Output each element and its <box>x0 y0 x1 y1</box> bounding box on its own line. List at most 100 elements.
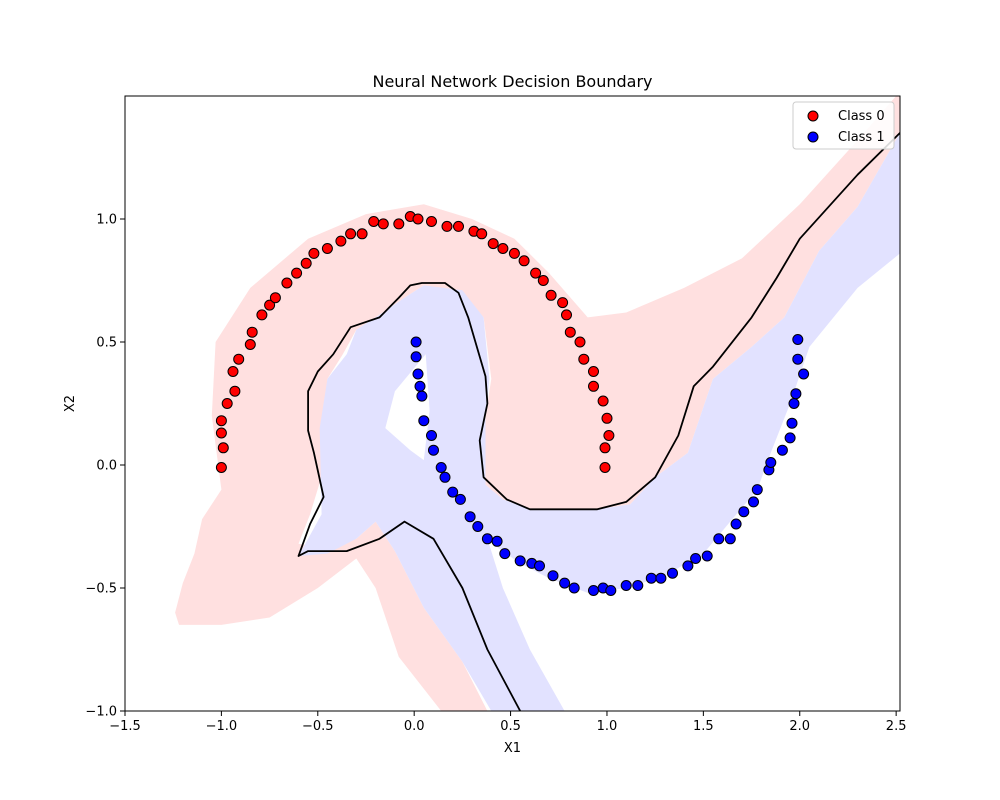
class-0-point <box>233 353 245 365</box>
class-0-point <box>321 243 333 254</box>
class-0-point <box>264 299 276 311</box>
x-tick-label: −0.5 <box>302 719 334 734</box>
class-1-point <box>748 496 759 508</box>
class-1-point <box>784 432 796 444</box>
chart-title: Neural Network Decision Boundary <box>372 72 652 91</box>
class-1-point <box>730 518 742 530</box>
class-1-point <box>514 555 526 567</box>
class-0-point <box>601 412 613 424</box>
class-0-point <box>578 353 590 365</box>
unassigned-region <box>385 354 430 461</box>
class-0-point <box>246 326 258 338</box>
class-0-point <box>497 243 509 254</box>
class-1-point <box>491 535 503 547</box>
class-0-point <box>300 257 312 269</box>
class-0-region <box>175 96 900 711</box>
class-0-point <box>530 267 542 279</box>
class-0-point <box>588 366 599 377</box>
class-1-point <box>798 368 810 380</box>
class-0-point <box>441 220 453 232</box>
class-0-point <box>368 216 380 227</box>
class-1-point <box>499 548 511 560</box>
class-0-point <box>221 398 233 409</box>
class-1-point <box>751 484 763 496</box>
class-1-point <box>534 560 545 572</box>
class-0-point <box>603 430 615 441</box>
y-tick-label: 1.0 <box>96 213 117 228</box>
class-0-point <box>281 277 293 289</box>
points-layer <box>215 211 810 596</box>
class-0-point <box>256 309 268 321</box>
class-1-point <box>632 580 644 591</box>
class-0-point <box>335 235 347 247</box>
class-1-point <box>426 430 437 441</box>
class-1-point <box>547 570 559 582</box>
class-0-point <box>244 339 256 350</box>
class-0-point <box>377 218 389 230</box>
class-1-point <box>765 457 777 468</box>
class-1-point <box>701 550 713 562</box>
class-0-point <box>356 228 368 240</box>
class-0-point <box>476 228 488 240</box>
class-1-point <box>786 417 798 429</box>
class-0-point <box>508 247 520 259</box>
class-0-point <box>588 380 599 392</box>
x-tick-label: 1.5 <box>693 719 714 734</box>
boundary-layer <box>297 132 900 711</box>
x-axis-label: X1 <box>504 741 521 756</box>
class-1-point <box>738 506 750 518</box>
class-0-point <box>518 255 530 267</box>
class-0-point <box>487 238 499 250</box>
class-1-point <box>792 334 804 345</box>
x-tick-label: 0.5 <box>500 719 521 734</box>
class-1-point <box>788 398 800 409</box>
class-1-point <box>559 577 571 589</box>
class-0-point <box>599 462 611 473</box>
class-0-point <box>597 395 609 407</box>
class-0-point <box>426 216 437 227</box>
class-0-point <box>599 442 611 454</box>
class-1-point <box>439 471 451 483</box>
class-0-point <box>545 289 557 301</box>
x-tick-label: 1.0 <box>597 719 618 734</box>
class-0-point <box>412 213 424 225</box>
class-1-point <box>588 585 599 596</box>
y-tick-label: 0.0 <box>96 459 117 474</box>
class-1-point <box>410 351 422 363</box>
class-0-point <box>557 297 569 309</box>
class-1-point <box>418 415 430 427</box>
class-0-point <box>561 309 572 321</box>
class-1-point <box>682 560 694 572</box>
class-1-point <box>464 511 476 523</box>
class-0-point <box>564 326 576 338</box>
class-1-point <box>667 567 678 579</box>
class-1-point <box>435 462 447 473</box>
class-1-point <box>410 336 422 348</box>
class-1-point <box>428 444 439 456</box>
class-1-point <box>645 572 657 584</box>
class-1-point <box>416 390 428 402</box>
class-1-point <box>776 444 788 456</box>
class-1-point <box>690 553 702 564</box>
class-0-point <box>291 267 303 279</box>
ticks-layer: −1.5 −1.0 −0.5 0.0 0.5 1.0 1.5 2.0 2.5−1.0−0.50.… <box>85 213 906 735</box>
plot-frame <box>124 95 901 712</box>
class-1-point <box>412 368 424 380</box>
legend-label-class-0: Class 0 <box>838 109 885 124</box>
legend-label-class-1: Class 1 <box>838 130 885 145</box>
y-tick-label: 0.5 <box>96 336 117 351</box>
y-axis-label: X2 <box>63 395 78 412</box>
x-tick-label: 2.5 <box>886 719 907 734</box>
class-1-point <box>790 388 802 400</box>
class-1-point <box>724 533 736 545</box>
class-0-point <box>308 247 320 259</box>
class-1-point <box>792 353 804 365</box>
x-tick-label: 2.0 <box>789 719 810 734</box>
y-tick-label: −1.0 <box>85 705 117 720</box>
class-1-point <box>414 380 426 392</box>
legend-marker-class-1 <box>807 131 819 143</box>
x-tick-label: −1.0 <box>206 719 238 734</box>
class-0-point <box>345 228 357 240</box>
class-0-point <box>215 415 227 427</box>
